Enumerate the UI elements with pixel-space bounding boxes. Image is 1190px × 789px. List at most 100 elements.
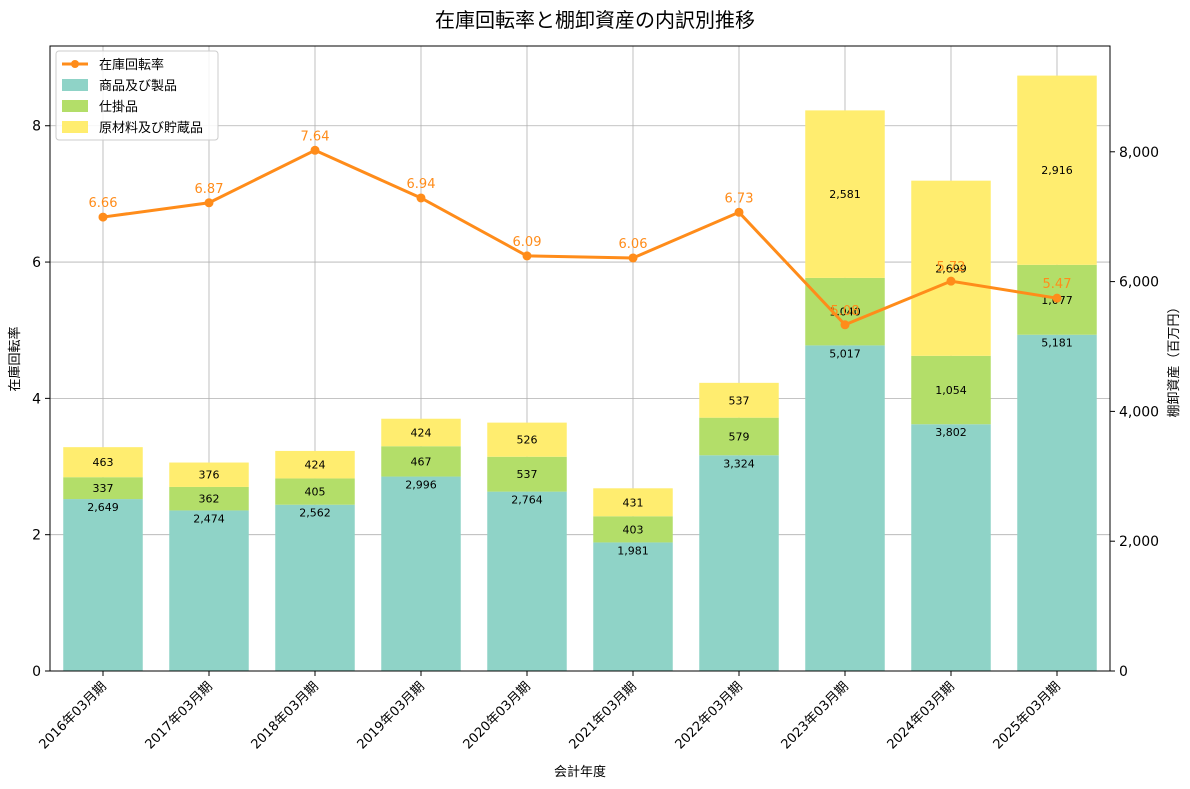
legend-label: 仕掛品 bbox=[99, 100, 138, 115]
x-tick-label: 2023年03月期 bbox=[779, 679, 852, 752]
legend-label: 原材料及び貯蔵品 bbox=[99, 121, 203, 136]
bar-value-label: 5,181 bbox=[1041, 337, 1073, 350]
right-y-tick-label: 2,000 bbox=[1119, 534, 1159, 550]
bar-segment bbox=[63, 447, 143, 478]
x-axis-label: 会計年度 bbox=[554, 764, 606, 780]
left-y-tick-label: 0 bbox=[32, 664, 41, 680]
bar-segment bbox=[911, 180, 991, 356]
x-tick-label: 2024年03月期 bbox=[885, 679, 958, 752]
bar-segment bbox=[169, 510, 249, 671]
bar-segment bbox=[593, 542, 673, 671]
x-tick-label: 2020年03月期 bbox=[461, 679, 534, 752]
left-y-tick-label: 2 bbox=[32, 528, 41, 544]
bar-value-label: 405 bbox=[305, 486, 326, 499]
bar-value-label: 2,996 bbox=[405, 479, 437, 492]
left-y-tick-label: 6 bbox=[32, 255, 41, 271]
turnover-value-label: 6.06 bbox=[619, 237, 648, 252]
turnover-line bbox=[102, 148, 1058, 327]
turnover-line-series: 6.66 6.87 7.64 6.94 6.09 6.06 6.73 5.08 5.72 5.47 bbox=[89, 129, 1072, 330]
turnover-value-label: 5.72 bbox=[937, 260, 966, 275]
bar-segment bbox=[699, 455, 779, 671]
legend-swatch bbox=[62, 100, 88, 112]
bar-segment bbox=[381, 476, 461, 671]
bar-segment bbox=[169, 486, 249, 511]
bar-value-label: 2,649 bbox=[87, 501, 119, 514]
legend-box bbox=[55, 50, 219, 141]
bar-value-label: 3,802 bbox=[935, 426, 967, 439]
x-tick-label: 2022年03月期 bbox=[673, 679, 746, 752]
turnover-point bbox=[310, 145, 320, 155]
left-y-tick-label: 8 bbox=[32, 119, 41, 135]
bar-value-label: 1,054 bbox=[935, 384, 967, 397]
left-y-tick-label: 4 bbox=[32, 391, 41, 407]
bar-segment bbox=[699, 417, 779, 456]
turnover-value-label: 7.64 bbox=[301, 129, 330, 144]
bar-value-label: 467 bbox=[411, 455, 432, 468]
turnover-point bbox=[946, 276, 956, 286]
x-tick-label: 2025年03月期 bbox=[991, 679, 1064, 752]
bar-value-label: 526 bbox=[517, 434, 538, 447]
x-tick-label: 2016年03月期 bbox=[37, 679, 110, 752]
right-y-axis-label: 棚卸資産（百万円） bbox=[1166, 300, 1182, 417]
bar-segment bbox=[275, 504, 355, 671]
bar-segment bbox=[805, 277, 885, 346]
x-tick-label: 2019年03月期 bbox=[355, 679, 428, 752]
bar-value-label: 1,981 bbox=[617, 544, 649, 557]
bar-value-label: 2,699 bbox=[935, 262, 967, 275]
bar-value-label: 537 bbox=[729, 394, 750, 407]
bar-value-label: 376 bbox=[199, 469, 220, 482]
turnover-value-label: 6.73 bbox=[725, 191, 754, 206]
bar-segment bbox=[911, 424, 991, 671]
turnover-value-label: 6.09 bbox=[513, 235, 542, 250]
bar-segment bbox=[487, 491, 567, 671]
bar-segment bbox=[275, 478, 355, 505]
bar-segment bbox=[805, 345, 885, 671]
legend-swatch bbox=[62, 79, 88, 91]
bar-value-label: 2,764 bbox=[511, 494, 543, 507]
turnover-value-label: 5.47 bbox=[1043, 277, 1072, 292]
bar-value-label: 463 bbox=[93, 456, 114, 469]
bar-segment bbox=[63, 477, 143, 500]
legend-label: 商品及び製品 bbox=[99, 79, 177, 94]
right-y-tick-label: 8,000 bbox=[1119, 145, 1159, 161]
bar-value-label: 2,474 bbox=[193, 512, 225, 525]
right-y-tick-label: 4,000 bbox=[1119, 404, 1159, 420]
right-y-tick-label: 6,000 bbox=[1119, 275, 1159, 291]
x-tick-label: 2021年03月期 bbox=[567, 679, 640, 752]
bar-value-label: 2,581 bbox=[829, 188, 861, 201]
turnover-value-label: 6.87 bbox=[195, 182, 224, 197]
turnover-point bbox=[522, 251, 532, 261]
bar-value-label: 579 bbox=[729, 430, 750, 443]
turnover-point bbox=[98, 212, 108, 222]
bar-series bbox=[63, 75, 1097, 671]
plot-frame bbox=[49, 45, 1111, 672]
bar-segment bbox=[63, 499, 143, 671]
turnover-point bbox=[628, 253, 638, 263]
bar-value-label: 2,562 bbox=[299, 507, 331, 520]
chart-title: 在庫回転率と棚卸資産の内訳別推移 bbox=[435, 8, 755, 32]
bar-segment bbox=[593, 516, 673, 543]
turnover-point bbox=[734, 207, 744, 217]
bar-value-label: 3,324 bbox=[723, 457, 755, 470]
turnover-point bbox=[416, 193, 426, 203]
bar-value-label: 2,916 bbox=[1041, 164, 1073, 177]
bar-segment bbox=[805, 110, 885, 278]
x-tick-label: 2017年03月期 bbox=[143, 679, 216, 752]
bar-value-label: 537 bbox=[517, 468, 538, 481]
bar-value-label: 337 bbox=[93, 482, 114, 495]
bar-segment bbox=[699, 382, 779, 418]
turnover-value-label: 6.94 bbox=[407, 177, 436, 192]
x-tick-label: 2018年03月期 bbox=[249, 679, 322, 752]
bar-value-label: 424 bbox=[411, 426, 432, 439]
bar-segment bbox=[1017, 334, 1097, 671]
bar-segment bbox=[911, 355, 991, 425]
turnover-point bbox=[840, 320, 850, 330]
bar-value-label: 5,017 bbox=[829, 347, 861, 360]
bar-segment bbox=[381, 446, 461, 477]
turnover-value-label: 6.66 bbox=[89, 196, 118, 211]
left-y-axis-label: 在庫回転率 bbox=[7, 326, 23, 391]
legend-swatch bbox=[62, 121, 88, 133]
turnover-point bbox=[204, 198, 214, 208]
